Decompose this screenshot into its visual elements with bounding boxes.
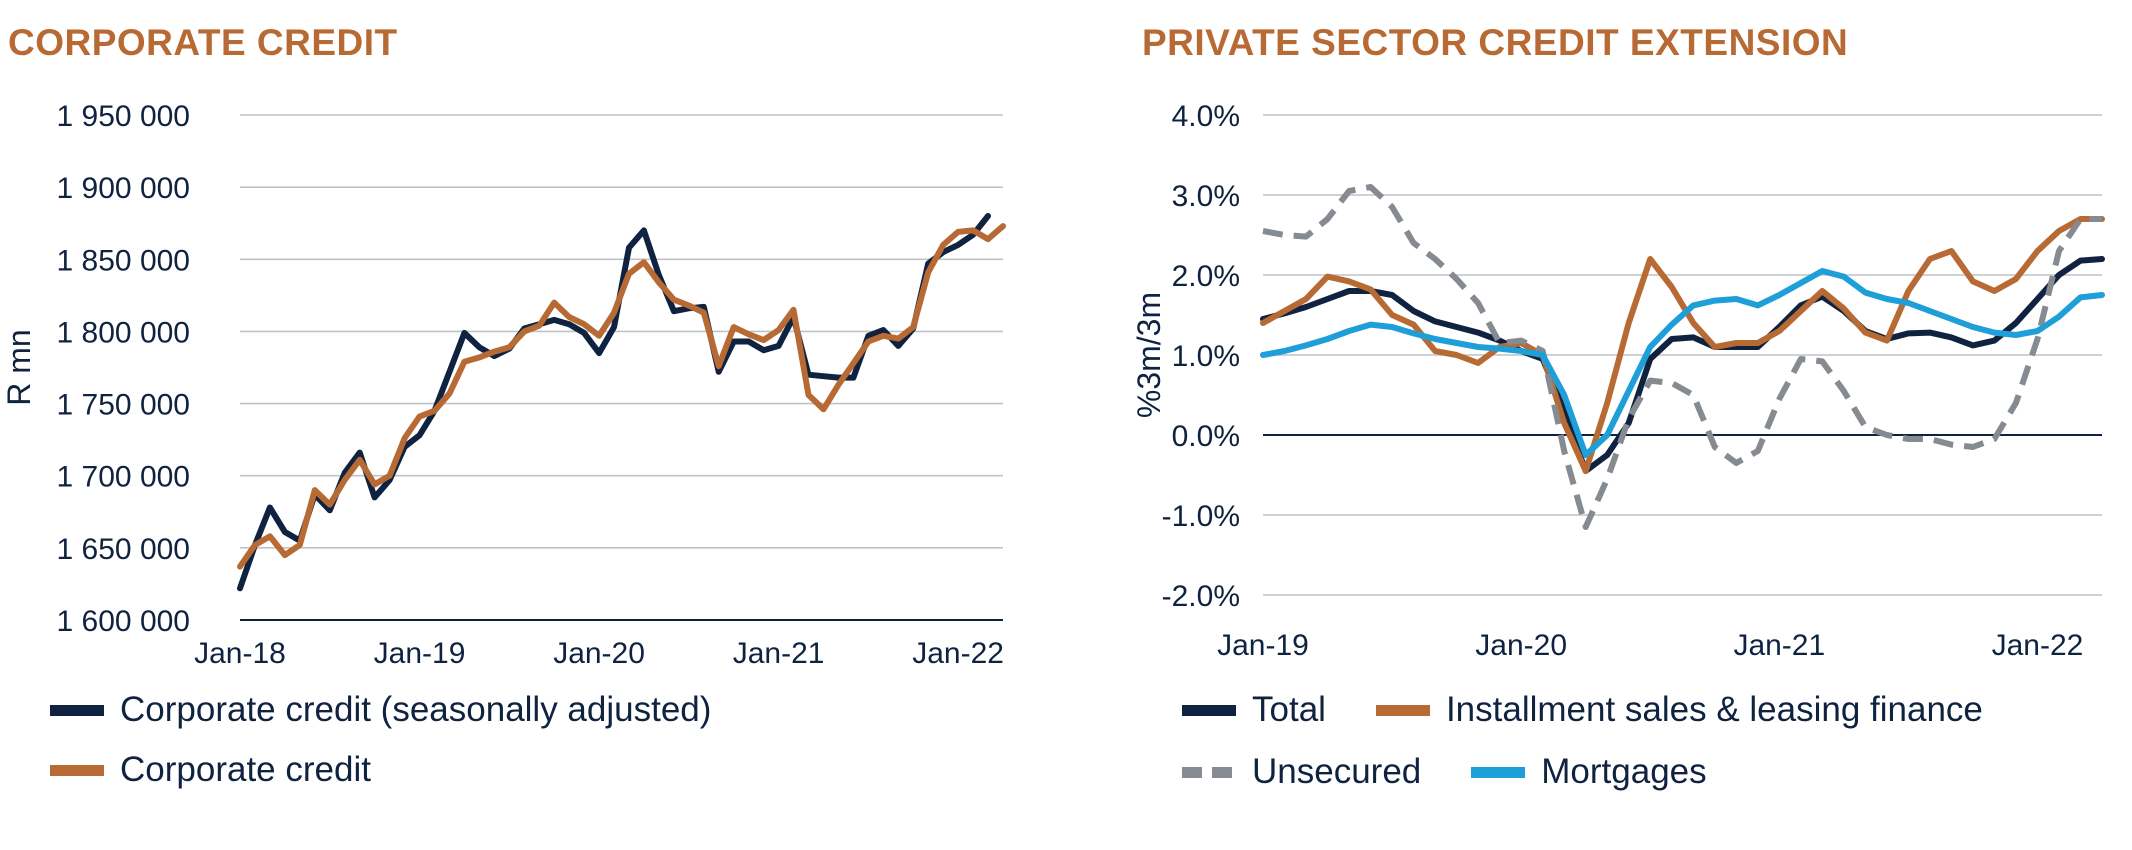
corporate-credit-chart: 1 600 000 1 650 000 1 700 000 1 750 000 1 80… (1, 100, 1006, 670)
x-tick-label: Jan-21 (1733, 629, 1825, 662)
y-tick-label: -1.0% (1162, 500, 1240, 533)
y-tick-label: 1 900 000 (57, 172, 190, 205)
y-tick-label: 3.0% (1172, 180, 1240, 213)
series-line-unsecured (1262, 184, 2102, 530)
legend-label: Total (1252, 690, 1326, 729)
private-sector-credit-chart: -2.0% -1.0% 0.0% 1.0% 2.0% 3.0% 4.0% Jan-19 Jan-… (1131, 100, 2105, 662)
legend-row-1: Total Installment sales & leasing financ… (1182, 690, 2033, 730)
legend-entry-installment: Installment sales & leasing finance (1375, 690, 1983, 730)
legend-entry-corporate-credit: Corporate credit (50, 750, 371, 790)
x-tick-label: Jan-21 (733, 637, 825, 670)
legend-swatch-blue (1471, 766, 1526, 778)
series-line-corporate-credit (237, 223, 1006, 570)
y-axis-label: %3m/3m (1131, 292, 1167, 418)
legend-label: Installment sales & leasing finance (1445, 690, 1983, 729)
legend-swatch-navy (1182, 704, 1236, 716)
y-tick-label: 1 950 000 (57, 100, 190, 133)
x-tick-label: Jan-19 (1217, 629, 1309, 662)
series-line-total (1260, 256, 2105, 474)
legend-label: Unsecured (1252, 752, 1422, 791)
y-tick-label: 1 700 000 (57, 461, 190, 494)
legend-label: Mortgages (1541, 752, 1707, 791)
legend-swatch-orange (50, 764, 104, 776)
series-line-corporate-credit-seasonally-adjusted (237, 213, 991, 592)
series-line-mortgages (1260, 268, 2105, 458)
legend-swatch-navy (50, 704, 104, 716)
y-tick-label: 1 750 000 (57, 389, 190, 422)
legend-entry-mortgages: Mortgages (1471, 752, 1707, 792)
y-tick-label: 4.0% (1172, 100, 1240, 133)
legend-swatch-orange (1375, 704, 1430, 716)
y-tick-label: 0.0% (1172, 420, 1240, 453)
x-tick-label: Jan-22 (912, 637, 1004, 670)
chart-title: PRIVATE SECTOR CREDIT EXTENSION (1142, 22, 1849, 63)
y-axis-label: R mn (1, 329, 37, 405)
legend-swatch-grey-dashed (1182, 766, 1236, 778)
y-tick-label: 1 800 000 (57, 316, 190, 349)
y-tick-label: 1.0% (1172, 340, 1240, 373)
legend-label: Corporate credit (120, 750, 371, 789)
y-tick-label: 1 650 000 (57, 533, 190, 566)
y-tick-label: 1 600 000 (57, 605, 190, 638)
series-line-installment-sales-leasing-finance (1260, 216, 2105, 474)
legend-row-2: Unsecured Mortgages (1182, 752, 1757, 792)
legend-entry-total: Total (1182, 690, 1326, 730)
x-tick-label: Jan-20 (553, 637, 645, 670)
private-sector-credit-panel: PRIVATE SECTOR CREDIT EXTENSION -2.0% -1.… (1130, 0, 2132, 850)
x-tick-label: Jan-20 (1475, 629, 1567, 662)
legend-entry-unsecured: Unsecured (1182, 752, 1421, 792)
x-tick-label: Jan-18 (194, 637, 286, 670)
x-tick-label: Jan-22 (1992, 629, 2084, 662)
legend-entry-corporate-credit-sa: Corporate credit (seasonally adjusted) (50, 690, 711, 730)
x-tick-label: Jan-19 (374, 637, 466, 670)
legend-label: Corporate credit (seasonally adjusted) (120, 690, 712, 729)
y-tick-label: -2.0% (1162, 580, 1240, 613)
corporate-credit-panel: CORPORATE CREDIT 1 600 000 1 650 000 1 700… (1, 22, 1006, 790)
y-tick-label: 2.0% (1172, 260, 1240, 293)
chart-title: CORPORATE CREDIT (8, 22, 398, 63)
y-tick-label: 1 850 000 (57, 244, 190, 277)
